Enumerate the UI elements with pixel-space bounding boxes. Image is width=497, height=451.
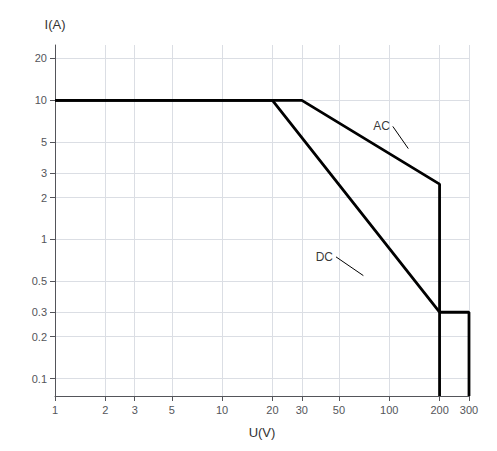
svg-text:30: 30 <box>296 404 308 416</box>
svg-text:20: 20 <box>266 404 278 416</box>
svg-text:10: 10 <box>216 404 228 416</box>
svg-text:10: 10 <box>35 94 47 106</box>
svg-text:2: 2 <box>41 192 47 204</box>
svg-text:5: 5 <box>41 136 47 148</box>
svg-text:DC: DC <box>316 250 334 264</box>
svg-text:0.2: 0.2 <box>32 331 47 343</box>
svg-text:0.5: 0.5 <box>32 275 47 287</box>
svg-text:U(V): U(V) <box>249 425 276 440</box>
svg-text:300: 300 <box>460 404 478 416</box>
svg-text:5: 5 <box>169 404 175 416</box>
svg-text:0.3: 0.3 <box>32 306 47 318</box>
svg-text:I(A): I(A) <box>45 17 66 32</box>
svg-text:1: 1 <box>41 233 47 245</box>
svg-text:3: 3 <box>132 404 138 416</box>
svg-text:2: 2 <box>102 404 108 416</box>
svg-text:3: 3 <box>41 167 47 179</box>
svg-text:100: 100 <box>380 404 398 416</box>
svg-text:20: 20 <box>35 52 47 64</box>
svg-text:200: 200 <box>430 404 448 416</box>
svg-text:50: 50 <box>333 404 345 416</box>
svg-text:AC: AC <box>373 119 390 133</box>
svg-text:1: 1 <box>52 404 58 416</box>
svg-text:0.1: 0.1 <box>32 373 47 385</box>
